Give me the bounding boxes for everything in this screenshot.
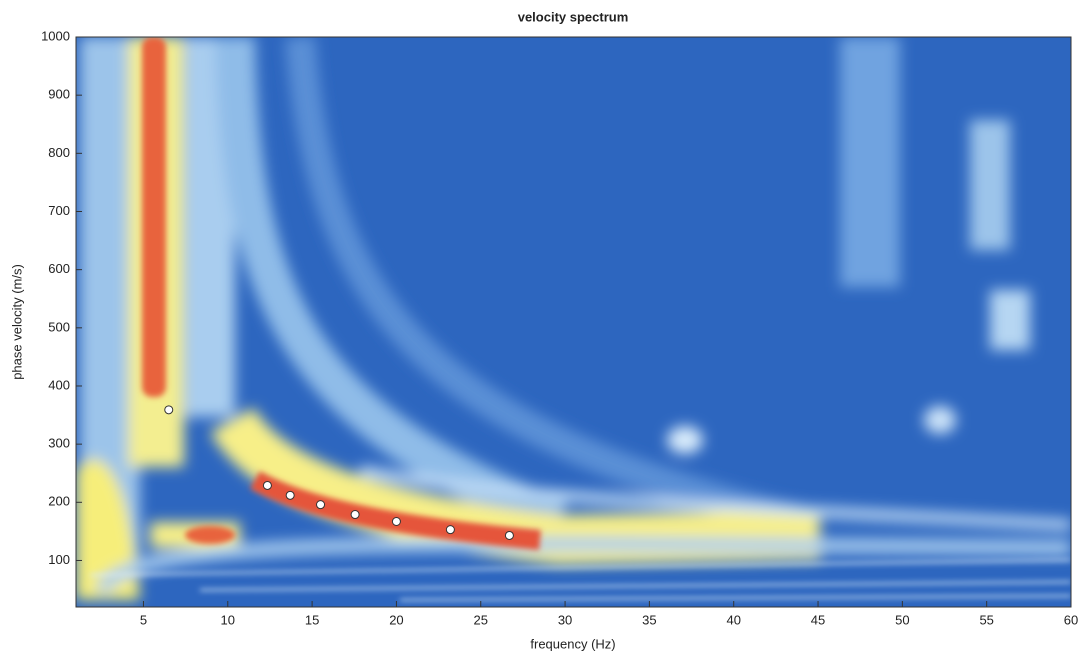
y-tick-label: 800 — [48, 145, 70, 160]
x-tick-label: 45 — [811, 612, 825, 627]
picked-point — [316, 500, 326, 510]
x-tick-label: 60 — [1064, 612, 1078, 627]
y-tick-label: 500 — [48, 319, 70, 334]
x-tick-label: 25 — [474, 612, 488, 627]
chart-title: velocity spectrum — [518, 9, 629, 24]
picked-point — [391, 517, 401, 526]
picked-point — [262, 480, 272, 490]
x-tick-label: 40 — [726, 612, 740, 627]
y-tick-label: 600 — [48, 261, 70, 276]
y-tick-label: 900 — [48, 87, 70, 102]
y-tick-label: 400 — [48, 377, 70, 392]
x-tick-label: 50 — [895, 612, 909, 627]
y-tick-label: 100 — [48, 552, 70, 567]
picked-point — [285, 490, 295, 500]
plot-frame — [75, 36, 1072, 608]
picked-point — [164, 405, 174, 415]
x-tick-label: 30 — [558, 612, 572, 627]
x-tick-label: 5 — [140, 612, 147, 627]
y-tick-label: 300 — [48, 436, 70, 451]
y-tick-label: 700 — [48, 203, 70, 218]
x-tick-label: 55 — [979, 612, 993, 627]
x-tick-label: 15 — [305, 612, 319, 627]
y-tick-label: 200 — [48, 494, 70, 509]
x-axis-label: frequency (Hz) — [530, 636, 615, 651]
picked-point — [350, 510, 360, 520]
y-tick-label: 1000 — [41, 28, 70, 43]
x-tick-label: 35 — [642, 612, 656, 627]
x-tick-label: 10 — [221, 612, 235, 627]
picked-point — [504, 530, 514, 540]
y-axis-label: phase velocity (m/s) — [9, 264, 24, 380]
x-tick-label: 20 — [389, 612, 403, 627]
picked-point — [445, 525, 455, 535]
heatmap — [76, 37, 1071, 607]
